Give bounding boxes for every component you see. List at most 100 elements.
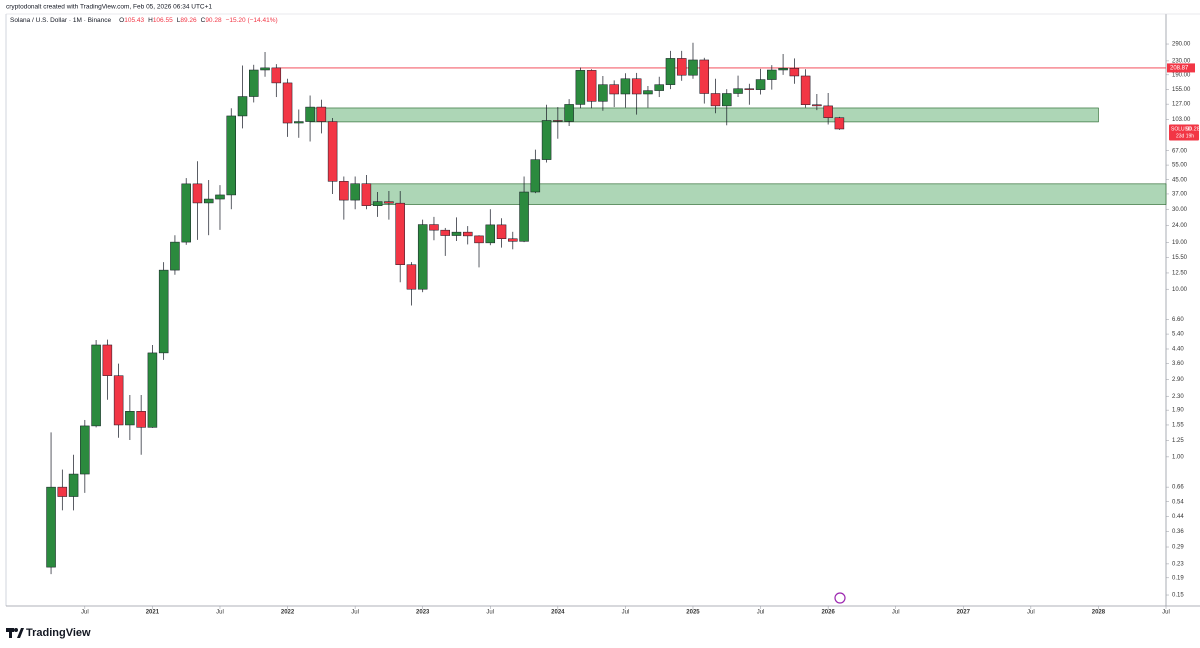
y-tick-label: 2.90 [1172,377,1184,383]
y-tick-label: 24.00 [1172,223,1188,229]
candle-body [46,486,56,568]
y-tick-label: 155.00 [1172,87,1191,93]
y-tick-label: 127.00 [1172,102,1191,108]
y-tick-label: 3.60 [1172,361,1184,367]
x-tick-label: Jul [486,610,494,616]
candle-body [496,224,507,239]
y-tick-label: 0.23 [1172,561,1184,567]
candle-body [598,84,608,102]
candle-body [395,202,405,265]
candle-body [215,194,225,200]
candle-body [530,159,541,193]
candle-body [789,67,800,77]
y-tick-label: 5.40 [1172,332,1184,338]
x-tick-label: 2022 [281,610,295,616]
y-tick-label: 1.25 [1172,438,1184,444]
candle-body [710,93,721,107]
candle-body [294,121,304,124]
y-tick-label: 12.50 [1172,271,1188,277]
x-tick-label: Jul [757,610,765,616]
ohlc-prefix: C [201,17,206,24]
y-tick-label: 15.50 [1172,255,1188,261]
y-tick-label: 45.00 [1172,177,1188,183]
candle-body [654,84,664,91]
candle-body [384,201,394,204]
ohlc-value: 89.26 [180,17,197,24]
candle-body [192,183,203,204]
x-tick-label: 2026 [821,610,835,616]
y-tick-label: 290.00 [1172,42,1191,48]
candle-body [823,105,833,118]
candle-body [68,473,79,497]
candle-body [586,70,597,102]
candle-body [226,115,236,196]
symbol: Solana / U.S. Dollar · 1M · Binance [10,17,112,24]
zone [366,183,1167,205]
y-tick-label: 67.00 [1172,148,1188,154]
symbol-legend: Solana / U.S. Dollar · 1M · Binance O105.… [10,17,278,24]
y-tick-label: 1.00 [1172,454,1184,460]
y-tick-label: 30.00 [1172,207,1188,213]
candle-body [339,181,349,201]
candle-body [305,106,315,122]
x-tick-label: Jul [892,610,900,616]
last-price-value: 90.28 [1186,126,1200,132]
candle-body [733,88,743,94]
candle-body [834,117,845,130]
x-tick-label: 2024 [551,610,565,616]
candle-body [688,59,698,76]
candle-body [237,96,248,117]
y-tick-label: 0.36 [1172,529,1184,535]
candle-body [643,90,653,95]
candle-body [440,229,450,236]
candle-body [665,58,676,85]
candle-body [406,264,417,290]
candle-body [136,411,146,428]
credit: cryptodonalt created with TradingView.co… [6,4,212,11]
candle-body [553,120,563,122]
candle-body [800,75,811,105]
y-tick-label: 1.55 [1172,423,1184,429]
x-tick-label: 2025 [686,610,700,616]
y-tick-label: 55.00 [1172,163,1188,169]
x-tick-label: Jul [1162,610,1170,616]
candle-body [812,104,822,107]
y-tick-label: 10.00 [1172,287,1188,293]
candle-body [609,84,619,95]
x-tick-label: 2027 [957,610,971,616]
candle-body [282,82,293,124]
candle-body [474,235,484,244]
ohlc-prefix: H [148,17,153,24]
candle-body [249,69,259,97]
y-tick-label: 4.40 [1172,347,1184,353]
candle-body [80,425,90,475]
candle-body [125,411,135,426]
price-label: 208.87 [1170,65,1189,71]
y-tick-label: 230.00 [1172,58,1191,64]
ohlc-value: 106.55 [153,17,173,24]
candle-body [699,59,710,94]
events-icon[interactable] [834,592,846,604]
last-price-bg [1169,124,1199,141]
y-tick-label: 0.29 [1172,545,1184,551]
candle-body [260,67,270,71]
y-tick-label: 190.00 [1172,72,1191,78]
candle-body [508,238,518,242]
candle-body [564,104,574,122]
candle-body [147,352,158,428]
candle-body [631,78,642,95]
zone [309,107,1099,123]
y-tick-label: 37.00 [1172,192,1188,198]
candle-body [91,344,101,427]
candle-body [676,58,687,76]
y-tick-label: 6.60 [1172,317,1184,323]
y-tick-label: 0.44 [1172,514,1184,520]
y-tick-label: 0.15 [1172,593,1184,599]
x-tick-label: Jul [216,610,224,616]
x-tick-label: Jul [351,610,359,616]
candle-body [462,231,473,237]
candle-body [451,231,462,236]
candle-body [113,375,124,426]
last-price-symbol: SOLUSD [1171,126,1192,132]
countdown: 23d 19h [1176,133,1194,139]
